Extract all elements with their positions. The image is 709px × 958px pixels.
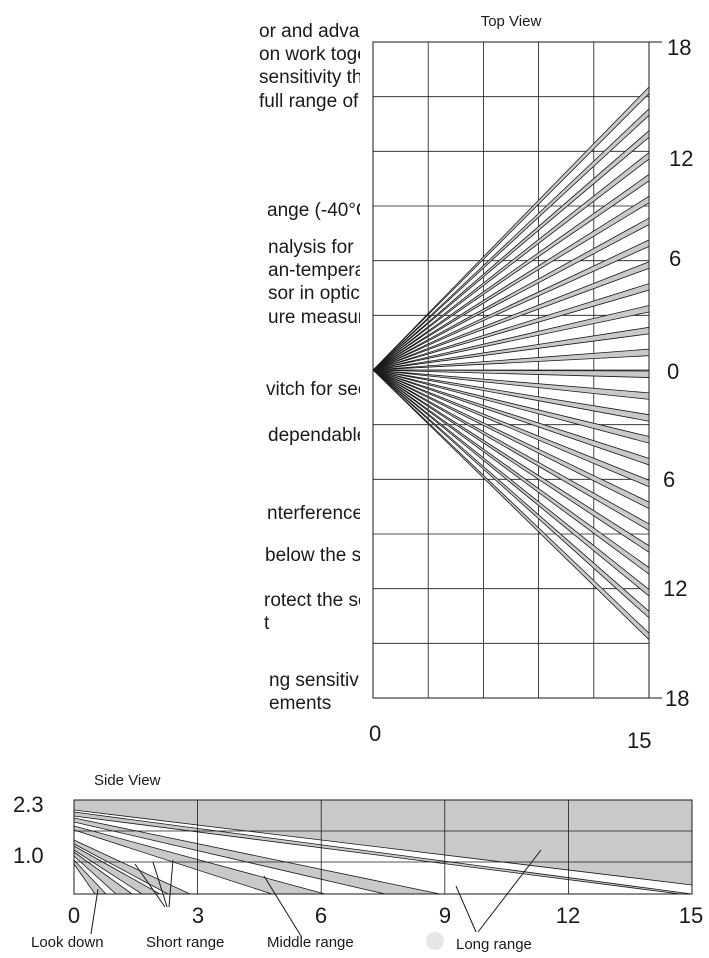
feature-line: ure measurement — [268, 306, 360, 328]
feature-line: on work together to — [259, 44, 360, 66]
y-label-upper-18: 18 — [667, 35, 691, 60]
detection-beam — [372, 195, 650, 371]
detection-beam — [372, 173, 650, 371]
detection-beam — [372, 369, 650, 553]
detection-beam — [372, 369, 650, 641]
feature-line: nterference — [267, 503, 360, 524]
feature-line: sor in optical chamber — [268, 283, 360, 305]
y-label-center-0: 0 — [667, 359, 679, 384]
feature-item: or and advanced on work together to sens… — [259, 20, 360, 113]
feature-line: sensitivity throughout — [259, 67, 360, 89]
detection-beam — [372, 369, 650, 510]
detection-beam — [372, 108, 650, 371]
detection-beam — [372, 369, 650, 378]
top-view-title: Top View — [481, 13, 542, 30]
feature-item: nterference — [267, 502, 360, 525]
feature-line: an-temperature — [268, 260, 360, 282]
x-label-15: 15 — [627, 728, 651, 753]
detection-beam — [372, 369, 650, 466]
feature-item: ange (-40°C to + 55°C) — [267, 199, 360, 222]
feature-line: or and advanced — [259, 21, 360, 42]
detection-beam — [372, 86, 650, 371]
y-label-upper-6: 6 — [669, 246, 681, 271]
feature-line: vitch for security uses — [266, 379, 360, 400]
detection-beam — [372, 369, 650, 531]
x-label-0: 0 — [369, 721, 381, 746]
feature-list: or and advanced on work together to sens… — [0, 0, 360, 760]
detection-beam — [372, 326, 650, 371]
y-label-upper-12: 12 — [669, 146, 693, 171]
feature-line: ange (-40°C to + 55°C) — [267, 200, 360, 221]
feature-item: below the sensor — [265, 544, 360, 567]
feature-line: dependable — [268, 425, 360, 446]
detection-beam — [372, 348, 650, 371]
feature-line: rotect the sensor optics — [264, 590, 360, 611]
detection-beam — [372, 369, 650, 400]
feature-item: vitch for security uses — [266, 378, 360, 401]
feature-line: below the sensor — [265, 545, 360, 566]
feature-item: rotect the sensor optics t — [264, 589, 360, 635]
feature-item: dependable — [268, 424, 360, 447]
feature-item: nalysis for an-temperature sor in optica… — [268, 236, 360, 329]
detection-beam — [372, 261, 650, 371]
detection-beam — [372, 217, 650, 371]
detection-beam — [372, 152, 650, 371]
detection-beam — [372, 239, 650, 371]
detection-beam — [372, 305, 650, 371]
top-view-grid — [373, 42, 649, 698]
feature-line: full range of occupant — [259, 90, 360, 112]
detection-beam — [372, 369, 650, 444]
detection-beam — [372, 130, 650, 371]
top-view-beams — [372, 86, 650, 641]
y-label-lower-18: 18 — [665, 686, 689, 711]
feature-line: ng sensitivity for — [269, 670, 360, 691]
detection-beam — [372, 369, 650, 488]
y-label-lower-12: 12 — [663, 576, 687, 601]
detection-beam — [372, 369, 650, 575]
y-label-lower-6: 6 — [663, 467, 675, 492]
feature-line: t — [264, 613, 270, 635]
detection-beam — [372, 369, 650, 619]
feature-line: nalysis for — [268, 237, 354, 258]
feature-item: ng sensitivity for ements — [269, 669, 360, 715]
detection-beam — [372, 369, 650, 422]
detection-beam — [372, 283, 650, 371]
detection-beam — [372, 369, 650, 597]
feature-line: ements — [269, 693, 332, 715]
